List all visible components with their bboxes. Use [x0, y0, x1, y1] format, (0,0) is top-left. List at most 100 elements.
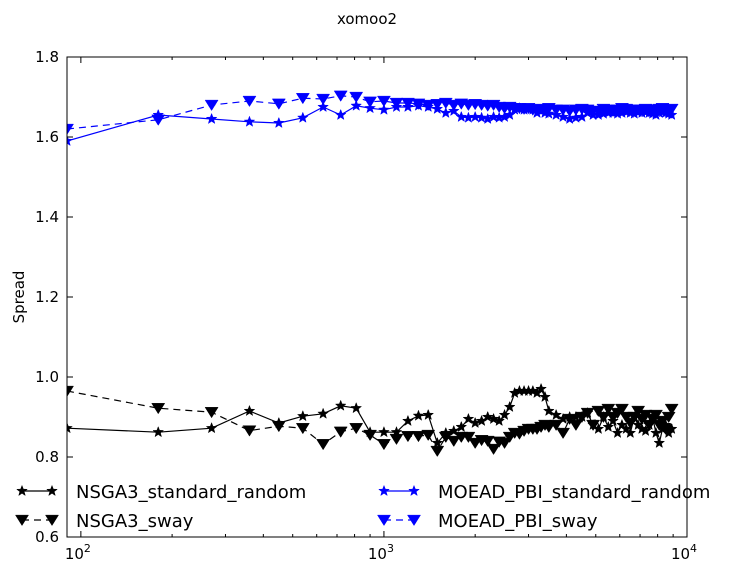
- data-point: [481, 410, 494, 423]
- data-point: [580, 407, 595, 419]
- x-tick-label: 103: [368, 542, 394, 563]
- data-point: [412, 409, 425, 421]
- y-tick-label: 1.2: [35, 288, 59, 306]
- legend-label: NSGA3_standard_random: [76, 482, 306, 503]
- data-point: [400, 431, 415, 443]
- legend-marker: [15, 514, 29, 526]
- data-point: [204, 99, 219, 111]
- data-point: [655, 415, 670, 427]
- legend-item: MOEAD_PBI_sway: [377, 511, 598, 532]
- data-point: [271, 421, 286, 433]
- y-tick-label: 1.8: [35, 48, 59, 66]
- x-tick-base: 10: [368, 545, 387, 563]
- data-point: [296, 409, 309, 422]
- data-point: [317, 407, 330, 419]
- data-point: [152, 425, 165, 438]
- data-point: [486, 443, 501, 455]
- data-point: [421, 429, 436, 441]
- y-tick-label: 1.6: [35, 128, 59, 146]
- data-point: [487, 110, 500, 123]
- x-axis: 102 103 104: [65, 57, 697, 563]
- data-point: [363, 429, 378, 441]
- legend-label: MOEAD_PBI_standard_random: [438, 482, 710, 503]
- data-point: [67, 385, 74, 397]
- data-point: [400, 97, 415, 109]
- data-point: [205, 421, 218, 434]
- legend-item: MOEAD_PBI_standard_random: [378, 482, 710, 503]
- data-point: [421, 99, 436, 111]
- legend-label: NSGA3_sway: [76, 511, 194, 532]
- data-point: [334, 108, 347, 121]
- legend-marker: [16, 484, 28, 497]
- data-point: [151, 403, 166, 415]
- data-point: [649, 409, 663, 421]
- data-point: [389, 433, 404, 445]
- legend-item: NSGA3_sway: [15, 511, 194, 532]
- data-point: [535, 382, 547, 395]
- data-point: [541, 421, 556, 433]
- data-point: [653, 436, 666, 449]
- data-point: [480, 435, 495, 447]
- data-point: [493, 414, 506, 427]
- series-NSGA3_sway: [67, 385, 679, 457]
- data-point: [455, 110, 468, 123]
- data-point: [591, 405, 606, 417]
- data-point: [376, 439, 391, 451]
- data-point: [271, 98, 286, 110]
- data-point: [67, 123, 74, 135]
- data-point: [205, 112, 218, 125]
- data-point: [550, 408, 563, 421]
- data-point: [557, 110, 569, 123]
- data-point: [204, 407, 219, 419]
- data-point: [242, 95, 257, 107]
- y-tick-label: 1.0: [35, 368, 59, 386]
- x-tick-exponent: 3: [387, 542, 394, 555]
- data-point: [295, 93, 310, 105]
- plot-frame: [66, 56, 688, 538]
- legend-marker: [377, 514, 391, 526]
- y-tick-label: 0.6: [35, 528, 59, 546]
- data-point: [349, 423, 364, 435]
- legend-marker: [408, 484, 420, 497]
- data-point: [461, 431, 476, 443]
- data-point: [469, 110, 482, 123]
- data-point: [539, 390, 551, 403]
- data-point: [333, 90, 348, 102]
- data-point: [243, 404, 256, 417]
- series-MOEAD_PBI_sway: [67, 90, 679, 135]
- data-point: [503, 400, 516, 413]
- data-point: [549, 419, 564, 431]
- data-point: [568, 419, 583, 431]
- data-point: [611, 426, 624, 439]
- data-point: [402, 414, 414, 427]
- data-point: [542, 404, 555, 417]
- data-point: [624, 426, 637, 439]
- legend-marker: [378, 484, 390, 497]
- data-point: [497, 437, 512, 449]
- data-point: [664, 403, 679, 415]
- data-point: [586, 419, 601, 431]
- legend-marker: [407, 514, 421, 526]
- data-point: [602, 420, 615, 433]
- data-point: [378, 425, 390, 438]
- data-point: [350, 401, 363, 414]
- data-point: [272, 116, 285, 129]
- legend: NSGA3_standard_random NSGA3_sway MOEAD_PBI…: [15, 482, 710, 532]
- x-tick-base: 10: [671, 545, 690, 563]
- data-point: [462, 412, 475, 425]
- data-point: [455, 420, 468, 433]
- legend-marker: [45, 514, 59, 526]
- data-point: [295, 423, 310, 435]
- data-point: [614, 403, 629, 415]
- data-point: [151, 114, 166, 126]
- data-point: [487, 412, 500, 425]
- data-point: [333, 426, 348, 438]
- y-tick-label: 1.4: [35, 208, 59, 226]
- data-point: [349, 91, 364, 103]
- data-point: [243, 115, 256, 127]
- y-axis-label: Spread: [10, 271, 28, 324]
- data-point: [596, 411, 611, 423]
- y-tick-label: 0.8: [35, 448, 59, 466]
- data-point: [296, 111, 309, 123]
